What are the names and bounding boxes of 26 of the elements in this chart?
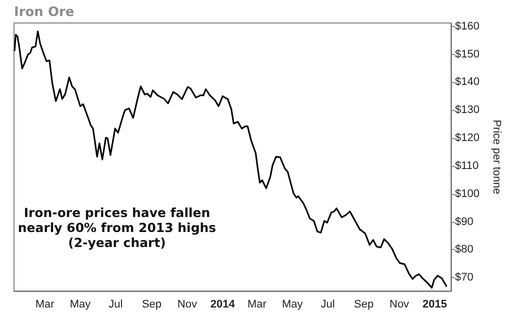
x-tick-label: Sep bbox=[354, 298, 374, 310]
line-series bbox=[14, 30, 448, 288]
annotation: Iron-ore prices have fallen nearly 60% from 2013 highs (2-year chart) bbox=[18, 205, 216, 250]
y-tick-label: $70 bbox=[455, 272, 474, 284]
x-tick-label: 2015 bbox=[422, 298, 447, 310]
x-tick-label: May bbox=[282, 298, 304, 310]
x-tick-label: Mar bbox=[247, 298, 267, 310]
x-tick-label: 2014 bbox=[210, 298, 236, 310]
x-tick-label: Mar bbox=[35, 298, 55, 310]
x-tick-label: Nov bbox=[177, 298, 198, 310]
x-tick-label: Jul bbox=[320, 298, 335, 310]
y-tick-label: $110 bbox=[455, 160, 479, 172]
y-tick-label: $90 bbox=[455, 216, 474, 228]
x-tick-label: Nov bbox=[390, 298, 410, 310]
y-tick-label: $140 bbox=[455, 76, 480, 88]
y-tick-label: $100 bbox=[455, 188, 480, 200]
x-tick-label: Jul bbox=[108, 298, 123, 310]
y-tick-label: $80 bbox=[455, 244, 474, 256]
chart-title: Iron Ore bbox=[14, 5, 74, 20]
y-tick-label: $130 bbox=[455, 104, 480, 116]
y-tick-label: $160 bbox=[455, 20, 480, 32]
x-tick-label: Sep bbox=[142, 298, 162, 310]
y-tick-label: $150 bbox=[455, 48, 480, 60]
x-tick-label: May bbox=[70, 298, 92, 310]
y-tick-label: $120 bbox=[455, 132, 480, 144]
y-axis-title: Price per tonne bbox=[490, 120, 502, 194]
